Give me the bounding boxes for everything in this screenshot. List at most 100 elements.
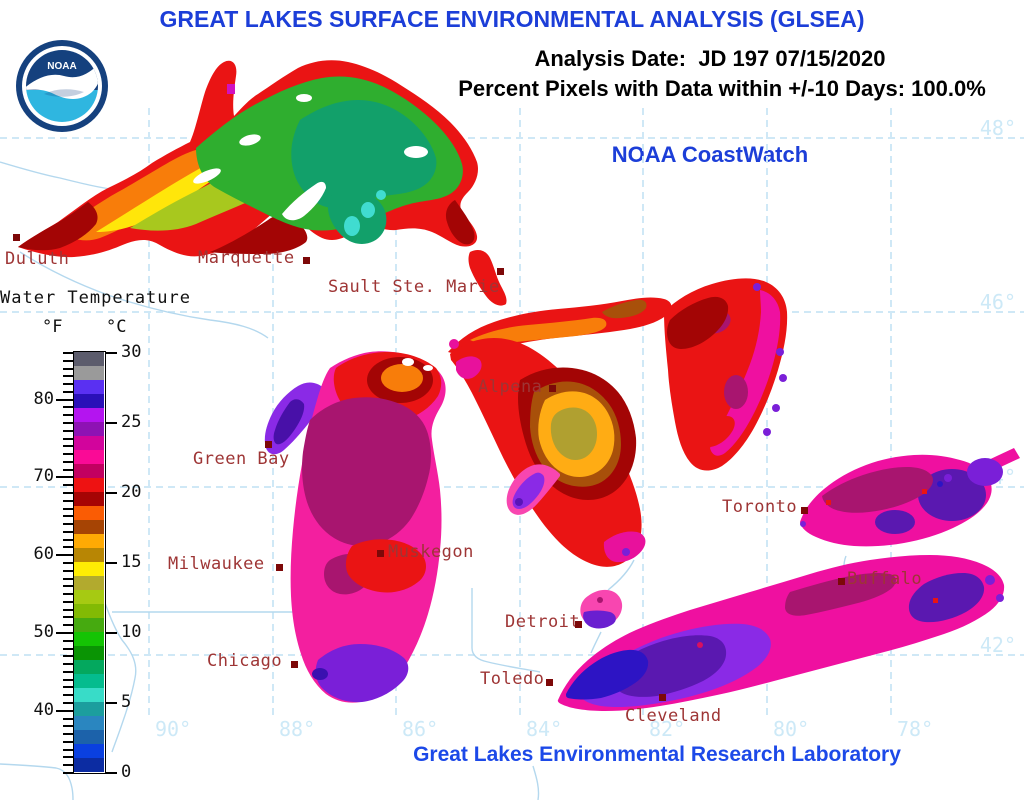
city-marker bbox=[546, 679, 553, 686]
scale-c-label: 30 bbox=[121, 342, 142, 362]
scale-c-tick bbox=[106, 422, 117, 424]
scale-c-label: 20 bbox=[121, 482, 142, 502]
city-label: Marquette bbox=[198, 248, 295, 268]
glerl-label: Great Lakes Environmental Research Labor… bbox=[413, 743, 901, 766]
city-marker bbox=[377, 550, 384, 557]
scale-band bbox=[74, 688, 104, 702]
scale-minor-tick bbox=[63, 368, 73, 370]
lake-erie bbox=[557, 555, 1005, 711]
scale-c-label: 5 bbox=[121, 692, 132, 712]
scale-minor-tick bbox=[63, 391, 73, 393]
lat-gridline bbox=[0, 137, 1024, 139]
scale-minor-tick bbox=[63, 523, 73, 525]
lon-label: 78° bbox=[897, 717, 934, 741]
scale-f-tick bbox=[56, 632, 73, 634]
legend-unit-c: °C bbox=[106, 317, 127, 337]
scale-band bbox=[74, 366, 104, 380]
scale-f-label: 80 bbox=[33, 389, 54, 409]
scale-band bbox=[74, 464, 104, 478]
scale-band bbox=[74, 590, 104, 604]
lon-label: 82° bbox=[649, 717, 686, 741]
legend-title: Water Temperature bbox=[0, 288, 191, 308]
scale-minor-tick bbox=[63, 539, 73, 541]
lake-huron bbox=[448, 278, 788, 567]
scale-minor-tick bbox=[63, 640, 73, 642]
city-label: Buffalo bbox=[847, 569, 923, 589]
scale-minor-tick bbox=[63, 601, 73, 603]
scale-minor-tick bbox=[63, 648, 73, 650]
lat-label: 42° bbox=[979, 633, 1016, 657]
state-borders bbox=[0, 161, 847, 800]
lon-label: 80° bbox=[773, 717, 810, 741]
scale-band bbox=[74, 660, 104, 674]
scale-band bbox=[74, 422, 104, 436]
scale-minor-tick bbox=[63, 360, 73, 362]
scale-band bbox=[74, 562, 104, 576]
scale-band bbox=[74, 618, 104, 632]
scale-minor-tick bbox=[63, 453, 73, 455]
scale-band bbox=[74, 744, 104, 758]
scale-minor-tick bbox=[63, 383, 73, 385]
scale-f-label: 70 bbox=[33, 466, 54, 486]
city-label: Alpena bbox=[478, 377, 543, 397]
city-label: Toledo bbox=[480, 669, 545, 689]
city-marker bbox=[276, 564, 283, 571]
lat-label: 48° bbox=[979, 116, 1016, 140]
page-title: GREAT LAKES SURFACE ENVIRONMENTAL ANALYS… bbox=[159, 6, 865, 32]
city-label: Cleveland bbox=[625, 706, 722, 726]
scale-f-tick bbox=[56, 476, 73, 478]
scale-minor-tick bbox=[63, 593, 73, 595]
lat-label: 46° bbox=[979, 290, 1016, 314]
scale-band bbox=[74, 436, 104, 450]
scale-minor-tick bbox=[63, 484, 73, 486]
lon-gridline bbox=[890, 108, 892, 718]
scale-c-label: 10 bbox=[121, 622, 142, 642]
scale-minor-tick bbox=[63, 422, 73, 424]
city-marker bbox=[291, 661, 298, 668]
scale-minor-tick bbox=[63, 733, 73, 735]
scale-band bbox=[74, 394, 104, 408]
scale-c-tick bbox=[106, 632, 117, 634]
scale-f-tick bbox=[56, 554, 73, 556]
scale-band bbox=[74, 492, 104, 506]
city-label: Duluth bbox=[5, 249, 70, 269]
scale-c-tick bbox=[106, 352, 117, 354]
scale-minor-tick bbox=[63, 624, 73, 626]
scale-minor-tick bbox=[63, 764, 73, 766]
scale-minor-tick bbox=[63, 655, 73, 657]
city-label: Muskegon bbox=[388, 542, 474, 562]
lon-label: 88° bbox=[279, 717, 316, 741]
scale-minor-tick bbox=[63, 663, 73, 665]
scale-minor-tick bbox=[63, 414, 73, 416]
scale-minor-tick bbox=[63, 686, 73, 688]
city-label: Green Bay bbox=[193, 449, 290, 469]
scale-c-tick bbox=[106, 492, 117, 494]
scale-minor-tick bbox=[63, 570, 73, 572]
lon-label: 90° bbox=[155, 717, 192, 741]
scale-minor-tick bbox=[63, 461, 73, 463]
scale-band bbox=[74, 646, 104, 660]
scale-band bbox=[74, 702, 104, 716]
scale-c-label: 15 bbox=[121, 552, 142, 572]
scale-minor-tick bbox=[63, 609, 73, 611]
lon-gridline bbox=[148, 108, 150, 718]
scale-c-tick bbox=[106, 702, 117, 704]
scale-minor-tick bbox=[63, 694, 73, 696]
scale-c-label: 25 bbox=[121, 412, 142, 432]
lat-gridline bbox=[0, 311, 1024, 313]
scale-minor-tick bbox=[63, 679, 73, 681]
scale-minor-tick bbox=[63, 531, 73, 533]
lake-superior bbox=[18, 60, 507, 306]
city-label: Sault Ste. Marie bbox=[328, 277, 500, 297]
scale-minor-tick bbox=[63, 515, 73, 517]
scale-c-tick bbox=[106, 772, 117, 774]
scale-c-tick bbox=[106, 562, 117, 564]
city-marker bbox=[575, 621, 582, 628]
scale-minor-tick bbox=[63, 578, 73, 580]
city-label: Toronto bbox=[722, 497, 798, 517]
city-marker bbox=[13, 234, 20, 241]
scale-minor-tick bbox=[63, 718, 73, 720]
scale-band bbox=[74, 450, 104, 464]
percent-pixels: Percent Pixels with Data within +/-10 Da… bbox=[458, 76, 986, 101]
lon-label: 86° bbox=[402, 717, 439, 741]
